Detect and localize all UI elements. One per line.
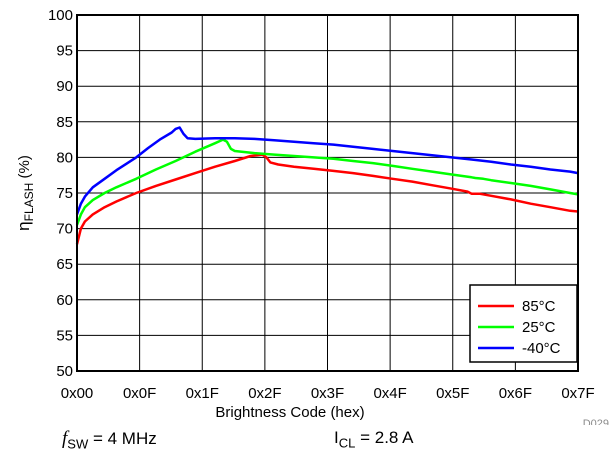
y-tick-label: 85 [56,114,73,131]
series-line [75,138,579,226]
y-tick-label: 90 [56,78,73,95]
x-tick-label: 0x2F [248,385,281,402]
x-axis-title: Brightness Code (hex) [215,404,364,421]
icl-subscript: CL [338,435,356,451]
fsw-subscript: SW [67,436,89,452]
series-layer [75,126,579,245]
y-axis-title-symbol: η [14,221,33,230]
y-axis-title-unit: (%) [16,155,33,183]
icl-value: = 2.8 A [355,428,414,447]
legend: 85°C 25°C -40°C [469,284,578,363]
x-tick-label: 0x6F [499,385,532,402]
y-tick-labels: 50 55 60 65 70 75 80 85 90 95 100 [48,7,73,380]
fsw-symbol: f [62,428,68,449]
x-tick-label: 0x0F [123,385,156,402]
series-line [75,153,579,245]
plot-frame [76,14,579,372]
y-tick-label: 100 [48,7,73,24]
y-tick-label: 65 [56,256,73,273]
y-tick-label: 95 [56,43,73,60]
y-tick-label: 75 [56,185,73,202]
y-tick-label: 80 [56,149,73,166]
x-tick-label: 0x7F [561,385,594,402]
icl-symbol: I [334,428,339,447]
x-tick-label: 0x00 [61,385,94,402]
efficiency-chart: 50 55 60 65 70 75 80 85 90 95 100 0x00 0x0F 0x1F 0x2F… [14,7,609,425]
grid-lines [77,15,578,371]
x-tick-label: 0x4F [373,385,406,402]
y-tick-label: 70 [56,221,73,238]
x-tick-label: 0x3F [311,385,344,402]
y-axis-title: ηFLASH (%) [14,155,36,231]
series-line [75,126,579,215]
x-tick-label: 0x5F [436,385,469,402]
x-tick-label: 0x1F [186,385,219,402]
y-tick-label: 60 [56,292,73,309]
fsw-value: = 4 MHz [88,429,157,448]
figure-id: D029 [583,418,609,425]
y-tick-label: 50 [56,363,73,380]
y-tick-label: 55 [56,327,73,344]
switching-frequency-caption: fSW = 4 MHz [62,428,157,451]
x-tick-labels: 0x00 0x0F 0x1F 0x2F 0x3F 0x4F 0x5F 0x6F 0x7F [61,385,595,402]
legend-label: 25°C [522,319,556,336]
legend-label: 85°C [522,298,556,315]
current-limit-caption: ICL = 2.8 A [334,428,414,450]
legend-label: -40°C [522,340,561,357]
y-axis-title-subscript: FLASH [22,183,36,222]
